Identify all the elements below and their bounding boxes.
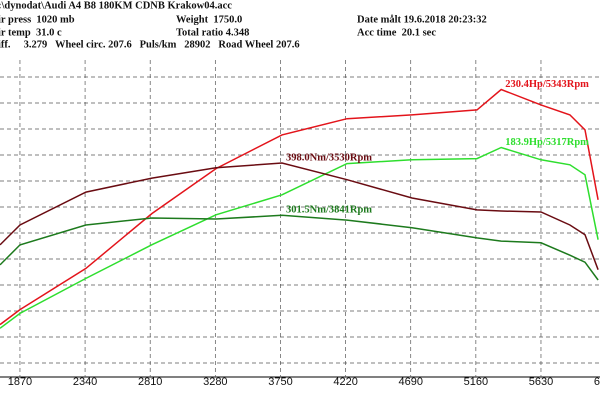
acc-time: Acc time 20.1 sec (357, 27, 436, 38)
weight: Weight 1750.0 (176, 14, 242, 25)
x-tick-label: 5160 (464, 376, 488, 388)
series-line (0, 214, 599, 281)
date: Date målt 19.6.2018 20:23:32 (357, 14, 487, 25)
peak-annotation: 183.9Hp/5317Rpm (505, 137, 589, 148)
x-tick-label: 5630 (529, 376, 553, 388)
x-tick-label: 3750 (268, 376, 292, 388)
x-tick-label: 1870 (8, 376, 32, 388)
peak-annotation: 398.0Nm/3530Rpm (286, 152, 372, 163)
peak-annotation: 301.5Nm/3841Rpm (286, 205, 372, 216)
diff-info: iff. 3.279 Wheel circ. 207.6 Puls/km 289… (0, 39, 300, 50)
air-temp: ir temp 31.0 c (0, 27, 62, 38)
series-line (0, 146, 599, 329)
x-tick-label: 4690 (398, 376, 422, 388)
series-line (0, 88, 599, 326)
x-tick-label: 2810 (138, 376, 162, 388)
series-line (0, 162, 599, 270)
x-tick-label: 2340 (73, 376, 97, 388)
x-tick-label: 3280 (203, 376, 227, 388)
air-press: ir press 1020 mb (0, 14, 75, 25)
total-ratio: Total ratio 4.348 (176, 27, 249, 38)
x-tick-label: 6100 (594, 376, 600, 388)
peak-annotation: 230.4Hp/5343Rpm (505, 79, 589, 90)
x-tick-label: 4220 (333, 376, 357, 388)
file-name: :\dynodat\Audi A4 B8 180KM CDNB Krakow04… (0, 0, 232, 11)
